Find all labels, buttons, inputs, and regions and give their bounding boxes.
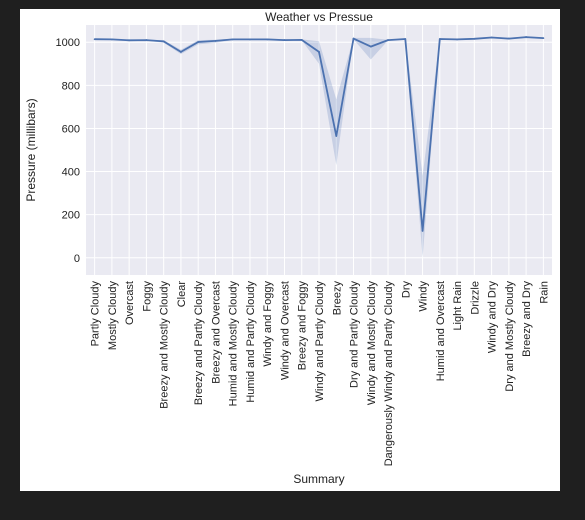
data-point — [352, 37, 355, 40]
x-tick-label: Partly Cloudy — [90, 281, 102, 347]
data-point — [249, 38, 251, 41]
data-point — [162, 40, 165, 43]
x-tick-label: Rain — [538, 281, 550, 304]
x-tick-label: Windy and Mostly Cloudy — [366, 281, 378, 406]
gridlines — [86, 25, 552, 275]
data-point — [369, 45, 372, 48]
data-point — [456, 38, 458, 41]
y-tick-label: 1000 — [56, 37, 80, 49]
data-point — [421, 229, 424, 232]
data-point — [438, 38, 441, 40]
x-tick-label: Foggy — [141, 281, 153, 312]
x-tick-label: Breezy and Overcast — [210, 281, 222, 384]
x-tick-label: Humid and Partly Cloudy — [245, 281, 257, 403]
data-point — [231, 38, 234, 41]
data-point — [318, 51, 320, 53]
x-tick-label: Drizzle — [469, 281, 481, 315]
data-point — [283, 39, 286, 41]
x-tick-label: Dry and Partly Cloudy — [349, 281, 361, 388]
x-tick-label: Overcast — [124, 281, 136, 325]
x-tick-label: Windy and Overcast — [279, 281, 291, 380]
x-tick-label: Dry — [400, 281, 412, 299]
chart-title: Weather vs Pressue — [265, 10, 373, 24]
data-point — [542, 37, 545, 40]
y-tick-label: 0 — [74, 253, 80, 265]
x-tick-label: Clear — [176, 281, 188, 308]
data-point — [387, 39, 389, 41]
data-point — [93, 38, 96, 41]
x-axis-label: Summary — [293, 472, 344, 486]
data-point — [335, 135, 338, 137]
data-point — [214, 40, 217, 42]
y-tick-label: 600 — [62, 123, 80, 135]
data-point — [525, 36, 528, 38]
x-tick-label: Breezy and Mostly Cloudy — [159, 281, 171, 409]
data-point — [145, 39, 148, 41]
data-point — [110, 38, 113, 41]
x-tick-label: Breezy and Partly Cloudy — [193, 281, 205, 406]
y-axis-label: Pressure (millibars) — [24, 98, 38, 201]
y-tick-labels: 0 200 400 600 800 1000 — [56, 37, 80, 265]
x-tick-label: Mostly Cloudy — [107, 281, 119, 351]
y-tick-label: 800 — [62, 80, 80, 92]
x-tick-label: Windy and Foggy — [262, 281, 274, 367]
x-tick-label: Breezy and Dry — [521, 281, 533, 357]
x-tick-label: Breezy and Foggy — [297, 281, 309, 371]
data-point — [473, 37, 476, 40]
data-point — [180, 51, 182, 53]
y-tick-label: 400 — [62, 167, 80, 179]
x-tick-label: Light Rain — [452, 281, 464, 331]
x-tick-label: Dangerously Windy and Partly Cloudy — [383, 281, 395, 467]
data-point — [300, 38, 303, 41]
x-tick-label: Humid and Mostly Cloudy — [228, 281, 240, 407]
y-tick-label: 200 — [62, 210, 80, 222]
x-tick-label: Windy and Partly Cloudy — [314, 281, 326, 402]
data-points — [93, 36, 545, 232]
data-point — [266, 38, 269, 41]
x-tick-labels: Partly Cloudy Mostly Cloudy Overcast Foggy B… — [90, 281, 551, 467]
data-point — [490, 36, 493, 39]
chart-figure: 0 200 400 600 800 1000 Partly Cloudy Mostly Cl… — [20, 9, 560, 491]
x-tick-label: Dry and Mostly Cloudy — [504, 281, 516, 392]
data-point — [128, 39, 131, 42]
data-point — [197, 41, 200, 43]
chart-svg: 0 200 400 600 800 1000 Partly Cloudy Mostly Cl… — [24, 10, 552, 486]
data-point — [507, 37, 510, 40]
x-tick-label: Breezy — [331, 281, 343, 316]
data-point — [404, 38, 407, 40]
x-tick-label: Windy and Dry — [487, 281, 499, 354]
x-tick-label: Windy — [418, 281, 430, 312]
x-tick-label: Humid and Overcast — [435, 281, 447, 381]
